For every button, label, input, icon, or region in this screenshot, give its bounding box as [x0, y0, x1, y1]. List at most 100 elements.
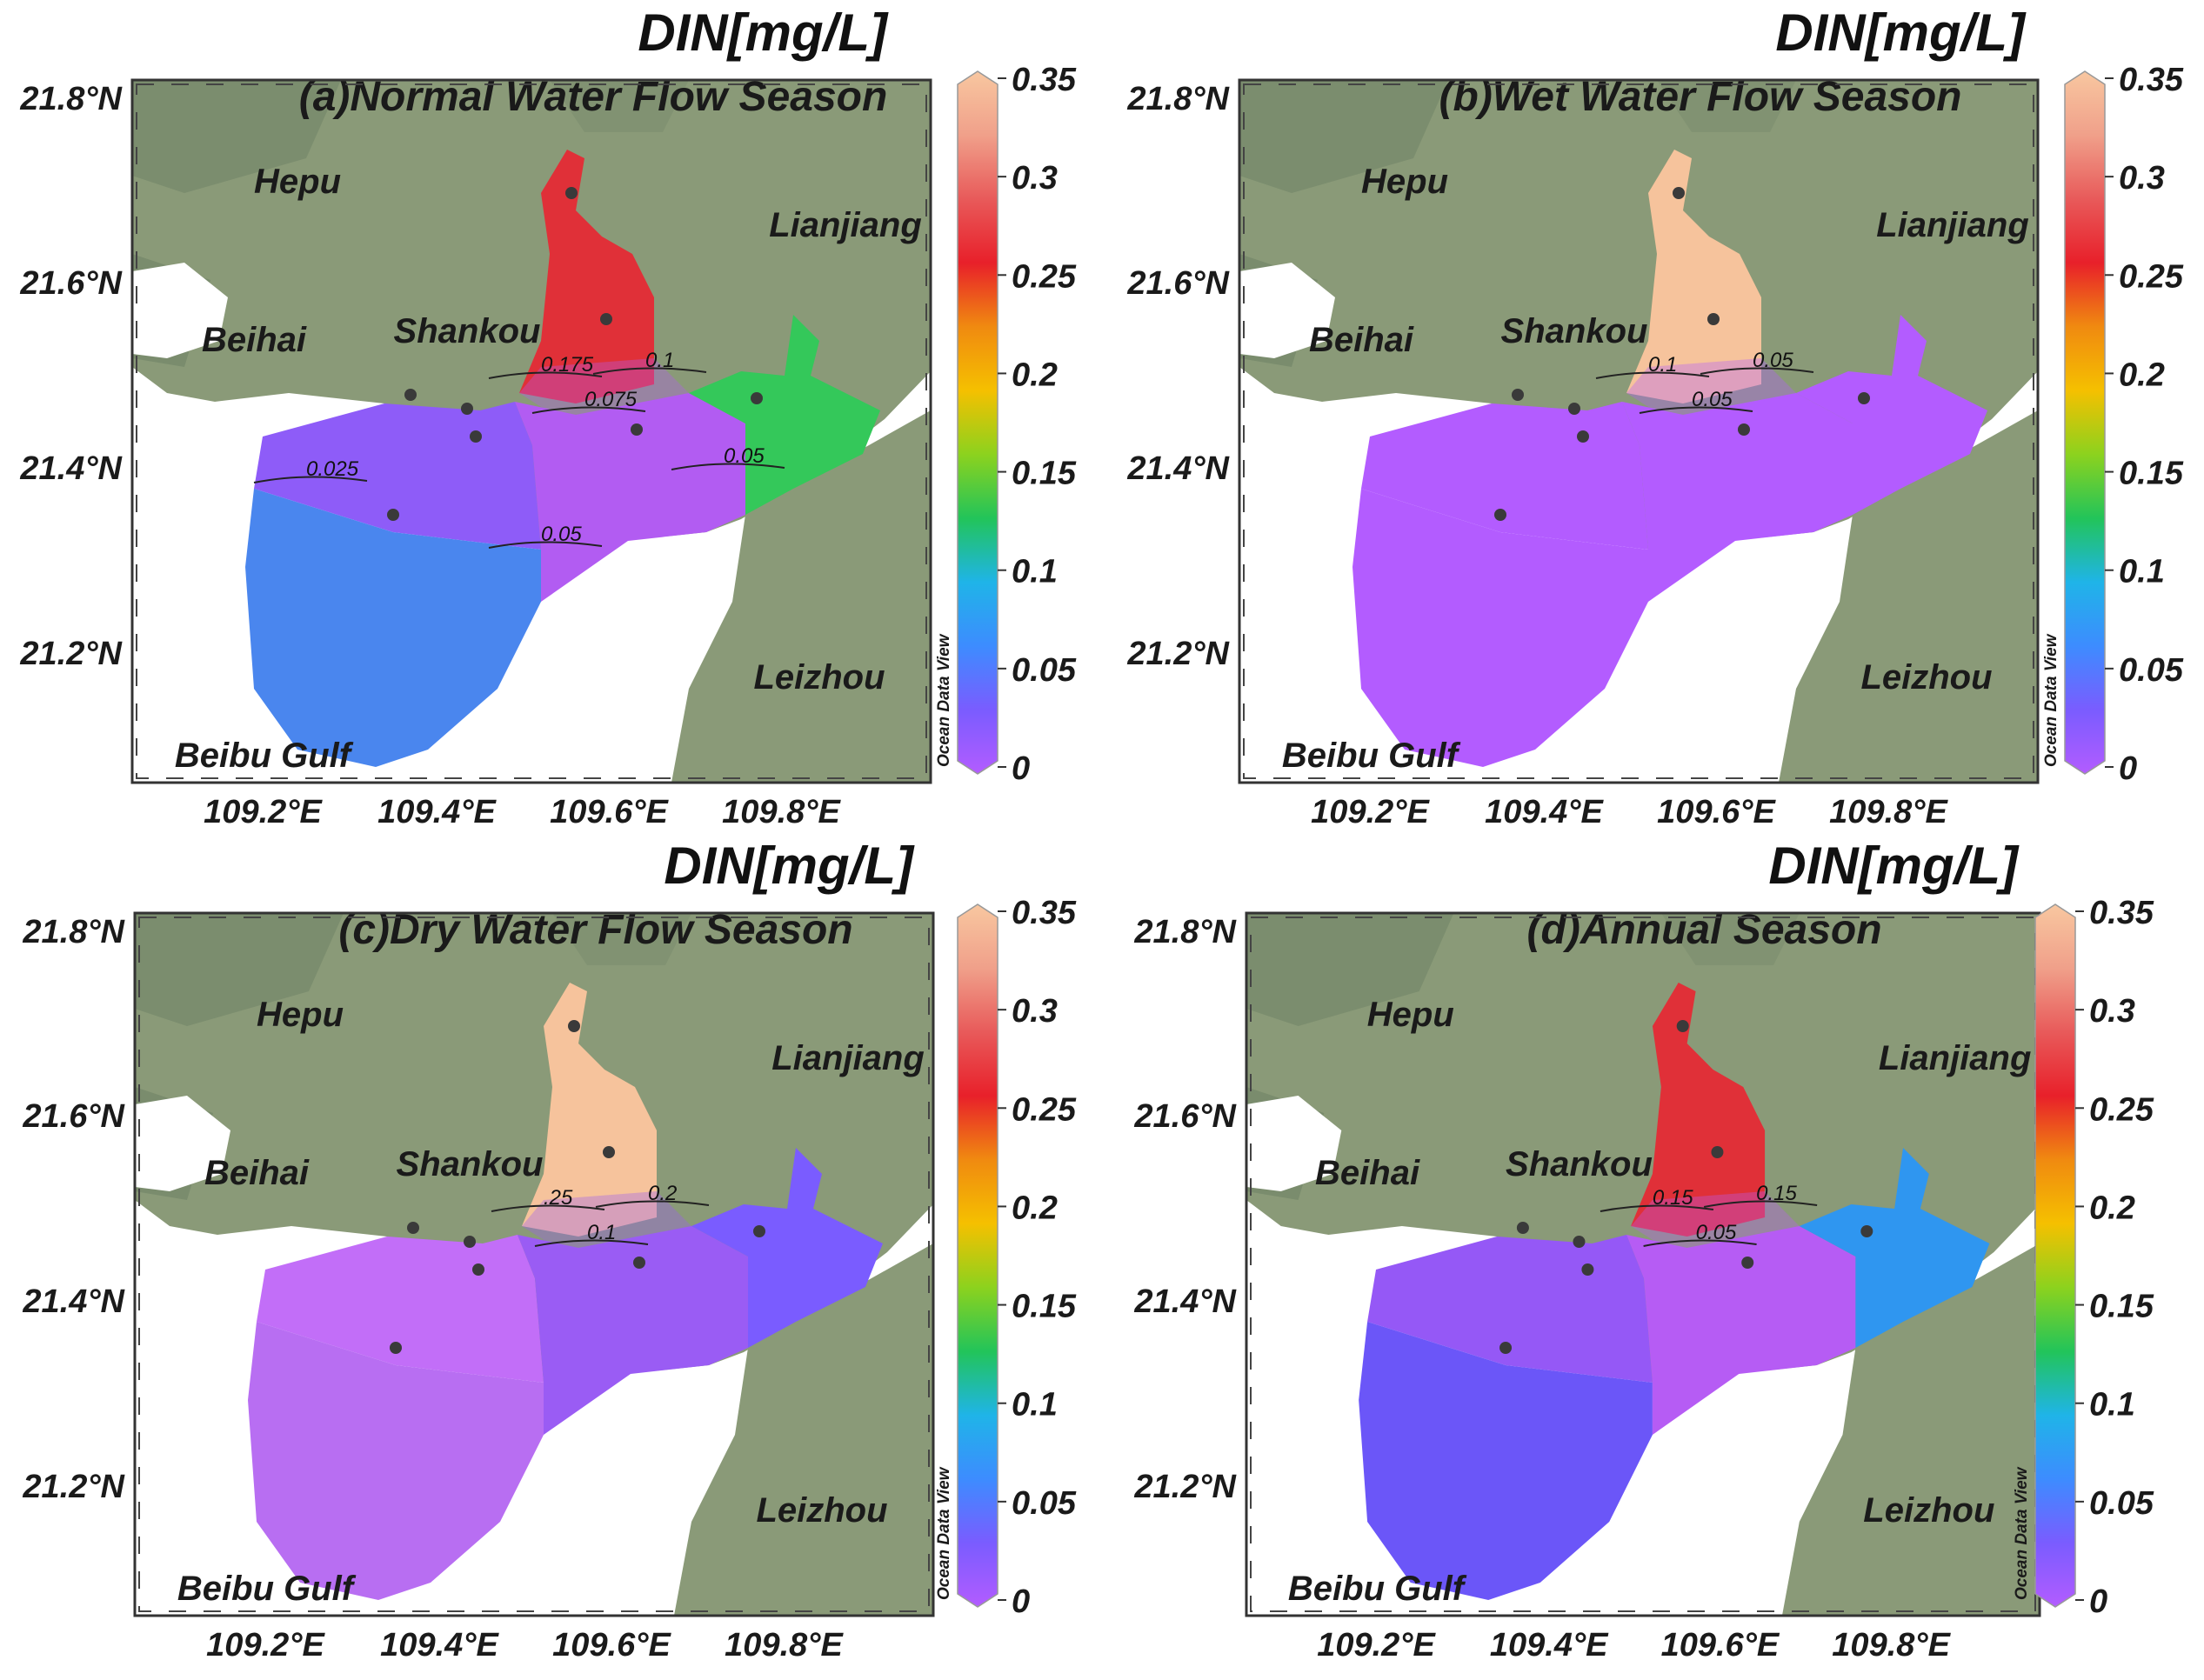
din-field-south	[248, 1322, 544, 1600]
land-mass-leizhou	[674, 1243, 933, 1616]
latitude-label: 21.4°N	[19, 450, 123, 487]
contour-line	[1600, 1204, 1714, 1212]
latitude-label: 21.6°N	[1133, 1098, 1237, 1135]
contour-line	[534, 1239, 649, 1247]
station-marker	[1860, 1225, 1873, 1237]
contour-line	[592, 367, 707, 375]
colorbar-tick-label: 0.15	[1012, 456, 1077, 492]
din-field-west	[1367, 1235, 1653, 1383]
station-marker	[1573, 1236, 1586, 1248]
map-panel-3: DIN[mg/L] .25 0.2 0.1 Hepu Lianjiang Beihai Sha…	[22, 837, 1076, 1663]
longitude-label: 109.8°E	[1829, 794, 1948, 830]
colorbar-unit-title: DIN[mg/L]	[664, 837, 915, 895]
place-label: Shankou	[1506, 1145, 1653, 1183]
panel-title: (c)Dry Water Flow Season	[338, 907, 852, 953]
contour-line	[1643, 1239, 1757, 1247]
colorbar-tick-label: 0.25	[1012, 258, 1077, 295]
colorbar-tick-label: 0.35	[2089, 895, 2154, 931]
colorbar-tick-label: 0	[2089, 1583, 2107, 1620]
place-label: Shankou	[394, 312, 541, 350]
coastal-inlet	[1239, 263, 1335, 358]
map-border-ticks	[1250, 917, 2036, 1612]
contour-label: 0.175	[541, 353, 594, 377]
contour-label: 0.1	[587, 1221, 616, 1244]
watermark-label: Ocean Data View	[2013, 1466, 2031, 1600]
colorbar-tick-label: 0.1	[2119, 554, 2165, 590]
land-mass-leizhou	[1781, 1243, 2040, 1616]
colorbar-tick-label: 0.25	[1012, 1091, 1077, 1128]
place-label: Beihai	[1309, 321, 1414, 359]
station-marker	[1711, 1146, 1724, 1158]
longitude-label: 109.6°E	[1657, 794, 1776, 830]
map-border	[1238, 78, 2040, 784]
place-label: Hepu	[254, 163, 341, 201]
din-field-west	[254, 402, 541, 550]
colorbar-tick-label: 0	[1012, 1583, 1030, 1620]
contour-line	[1639, 406, 1753, 414]
station-marker	[464, 1236, 476, 1248]
coastal-inlet	[1246, 1096, 1342, 1191]
latitude-label: 21.8°N	[22, 914, 125, 950]
longitude-label: 109.2°E	[1311, 794, 1430, 830]
longitude-label: 109.4°E	[380, 1627, 499, 1663]
colorbar-unit-title: DIN[mg/L]	[1775, 3, 2027, 62]
station-marker	[1516, 1222, 1529, 1234]
terrain-shade	[1246, 913, 1454, 1026]
colorbar-tick-label: 0.05	[2119, 652, 2184, 689]
latitude-label: 21.6°N	[19, 265, 123, 302]
contour-line	[531, 406, 646, 414]
station-marker	[404, 389, 417, 401]
contour-label: .25	[544, 1186, 573, 1210]
station-marker	[387, 509, 399, 521]
colorbar-unit-title: DIN[mg/L]	[1768, 837, 2020, 895]
contour-label: 0.15	[1653, 1186, 1693, 1210]
station-marker	[633, 1257, 645, 1269]
colorbar-tick-label: 0	[1012, 750, 1030, 787]
din-field-center	[518, 1226, 748, 1435]
coastal-inlet	[132, 263, 228, 358]
colorbar-tick-label: 0.1	[1012, 1387, 1058, 1423]
map-panel-2: DIN[mg/L] 0.1 0.05 0.05 Hepu Lianjiang Beihai S…	[1126, 3, 2183, 830]
terrain-shade	[1239, 80, 1448, 193]
din-field-west	[1361, 402, 1648, 550]
colorbar-tick-label: 0.1	[1012, 554, 1058, 590]
map-panel-1: DIN[mg/L] 0.175 0.1 0.075 0.025 0.05 0.05 Hepu L…	[19, 3, 1076, 830]
station-marker	[1858, 392, 1870, 404]
latitude-label: 21.8°N	[1126, 81, 1230, 117]
din-field-east	[689, 315, 880, 515]
map-border-ticks	[1243, 83, 2034, 779]
longitude-label: 109.2°E	[206, 1627, 325, 1663]
land-mass-leizhou	[1779, 410, 2038, 783]
place-label: Lianjiang	[771, 1039, 925, 1077]
colorbar-tick-label: 0.3	[1012, 993, 1058, 1030]
terrain-shade	[1660, 913, 1800, 965]
place-label: Shankou	[1501, 312, 1648, 350]
longitude-label: 109.8°E	[722, 794, 841, 830]
din-field-south	[1359, 1322, 1653, 1600]
watermark-label: Ocean Data View	[2042, 633, 2060, 767]
place-label: Lianjiang	[1876, 206, 2029, 244]
map-border-ticks	[138, 917, 930, 1612]
panel-title: (a)Normal Water Flow Season	[299, 74, 888, 120]
din-field-center	[515, 393, 745, 602]
colorbar-tick-label: 0.3	[2119, 160, 2165, 197]
colorbar	[957, 70, 998, 775]
contour-label: 0.05	[1692, 388, 1733, 411]
place-label: Hepu	[1361, 163, 1448, 201]
station-marker	[1581, 1263, 1594, 1276]
contour-line	[1595, 371, 1710, 379]
terrain-shade	[552, 913, 691, 965]
station-marker	[600, 313, 612, 325]
longitude-label: 109.6°E	[552, 1627, 671, 1663]
din-field-estuary	[522, 983, 657, 1237]
contour-line	[253, 476, 368, 483]
colorbar-tick-label: 0.35	[1012, 62, 1077, 98]
colorbar-unit-title: DIN[mg/L]	[638, 3, 889, 62]
station-marker	[1512, 389, 1524, 401]
colorbar-tick-label: 0.2	[1012, 357, 1058, 393]
colorbar	[2034, 903, 2076, 1608]
place-label: Leizhou	[1860, 658, 1992, 697]
longitude-label: 109.4°E	[1490, 1627, 1609, 1663]
din-field-estuary	[1626, 150, 1761, 403]
place-label: Beibu Gulf	[175, 737, 354, 775]
